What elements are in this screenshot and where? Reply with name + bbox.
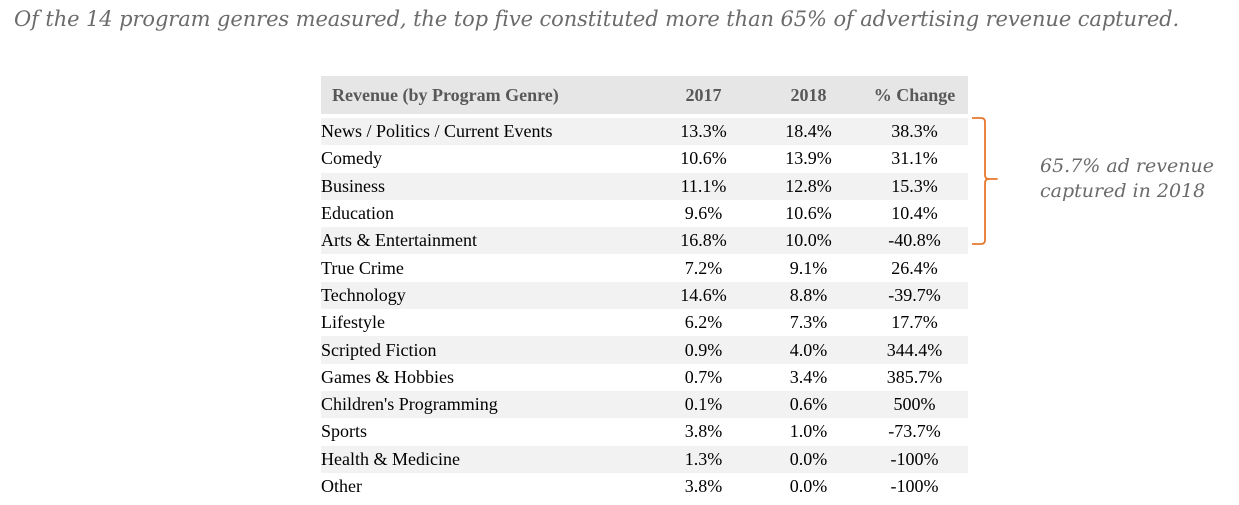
table-header-row: Revenue (by Program Genre) 2017 2018 % C… xyxy=(321,76,968,114)
genre-cell: Games & Hobbies xyxy=(321,363,651,391)
value-2017-cell: 3.8% xyxy=(651,472,756,501)
value-2018-cell: 3.4% xyxy=(756,363,861,391)
value-2017-cell: 0.7% xyxy=(651,363,756,391)
value-2018-cell: 10.6% xyxy=(756,199,861,228)
genre-cell: Other xyxy=(321,472,651,501)
table-row: True Crime 7.2% 9.1% 26.4% xyxy=(321,254,968,282)
table-row: Business 11.1% 12.8% 15.3% xyxy=(321,172,968,200)
table-row: Children's Programming 0.1% 0.6% 500% xyxy=(321,390,968,419)
genre-cell: Comedy xyxy=(321,145,651,173)
change-cell: 500% xyxy=(861,390,968,419)
change-cell: 15.3% xyxy=(861,172,968,200)
genre-cell: Scripted Fiction xyxy=(321,336,651,364)
value-2018-cell: 0.6% xyxy=(756,390,861,419)
change-cell: -40.8% xyxy=(861,227,968,255)
change-cell: 385.7% xyxy=(861,363,968,391)
value-2018-cell: 0.0% xyxy=(756,472,861,501)
revenue-table: Revenue (by Program Genre) 2017 2018 % C… xyxy=(321,76,968,501)
table-row: Scripted Fiction 0.9% 4.0% 344.4% xyxy=(321,336,968,364)
value-2018-cell: 12.8% xyxy=(756,172,861,200)
annotation-line-1: 65.7% ad revenue xyxy=(1040,155,1214,177)
value-2017-cell: 14.6% xyxy=(651,281,756,310)
value-2018-cell: 10.0% xyxy=(756,227,861,255)
value-2018-cell: 9.1% xyxy=(756,254,861,282)
value-2018-cell: 7.3% xyxy=(756,309,861,337)
genre-cell: Business xyxy=(321,172,651,200)
table-body: News / Politics / Current Events 13.3% 18.… xyxy=(321,114,968,501)
genre-cell: Education xyxy=(321,199,651,228)
header-change: % Change xyxy=(861,76,968,114)
value-2017-cell: 0.9% xyxy=(651,336,756,364)
value-2017-cell: 6.2% xyxy=(651,309,756,337)
value-2017-cell: 16.8% xyxy=(651,227,756,255)
genre-cell: True Crime xyxy=(321,254,651,282)
change-cell: 26.4% xyxy=(861,254,968,282)
value-2017-cell: 11.1% xyxy=(651,172,756,200)
annotation-line-2: captured in 2018 xyxy=(1040,180,1206,202)
table-row: Education 9.6% 10.6% 10.4% xyxy=(321,199,968,228)
header-gap xyxy=(321,114,968,118)
genre-cell: News / Politics / Current Events xyxy=(321,118,651,146)
header-genre: Revenue (by Program Genre) xyxy=(321,76,651,114)
table-row: Technology 14.6% 8.8% -39.7% xyxy=(321,281,968,310)
genre-cell: Health & Medicine xyxy=(321,445,651,473)
change-cell: 31.1% xyxy=(861,145,968,173)
value-2017-cell: 9.6% xyxy=(651,199,756,228)
genre-cell: Sports xyxy=(321,418,651,446)
change-cell: -73.7% xyxy=(861,418,968,446)
value-2017-cell: 10.6% xyxy=(651,145,756,173)
value-2018-cell: 4.0% xyxy=(756,336,861,364)
value-2017-cell: 7.2% xyxy=(651,254,756,282)
bracket-annotation: 65.7% ad revenue captured in 2018 xyxy=(1040,154,1214,204)
genre-cell: Technology xyxy=(321,281,651,310)
table-row: News / Politics / Current Events 13.3% 18.… xyxy=(321,118,968,146)
header-2017: 2017 xyxy=(651,76,756,114)
change-cell: -100% xyxy=(861,472,968,501)
value-2018-cell: 8.8% xyxy=(756,281,861,310)
change-cell: -100% xyxy=(861,445,968,473)
table-row: Lifestyle 6.2% 7.3% 17.7% xyxy=(321,309,968,337)
table-row: Health & Medicine 1.3% 0.0% -100% xyxy=(321,445,968,473)
header-2018: 2018 xyxy=(756,76,861,114)
top-five-bracket xyxy=(972,117,998,245)
value-2017-cell: 0.1% xyxy=(651,390,756,419)
genre-cell: Arts & Entertainment xyxy=(321,227,651,255)
value-2018-cell: 1.0% xyxy=(756,418,861,446)
table-row: Other 3.8% 0.0% -100% xyxy=(321,472,968,501)
headline: Of the 14 program genres measured, the t… xyxy=(14,7,1180,31)
value-2017-cell: 3.8% xyxy=(651,418,756,446)
value-2018-cell: 13.9% xyxy=(756,145,861,173)
value-2018-cell: 18.4% xyxy=(756,118,861,146)
change-cell: 17.7% xyxy=(861,309,968,337)
genre-cell: Lifestyle xyxy=(321,309,651,337)
value-2017-cell: 13.3% xyxy=(651,118,756,146)
change-cell: 344.4% xyxy=(861,336,968,364)
change-cell: 10.4% xyxy=(861,199,968,228)
table-row: Games & Hobbies 0.7% 3.4% 385.7% xyxy=(321,363,968,391)
table-row: Comedy 10.6% 13.9% 31.1% xyxy=(321,145,968,173)
table-row: Arts & Entertainment 16.8% 10.0% -40.8% xyxy=(321,227,968,255)
genre-cell: Children's Programming xyxy=(321,390,651,419)
change-cell: -39.7% xyxy=(861,281,968,310)
value-2017-cell: 1.3% xyxy=(651,445,756,473)
value-2018-cell: 0.0% xyxy=(756,445,861,473)
table-row: Sports 3.8% 1.0% -73.7% xyxy=(321,418,968,446)
change-cell: 38.3% xyxy=(861,118,968,146)
